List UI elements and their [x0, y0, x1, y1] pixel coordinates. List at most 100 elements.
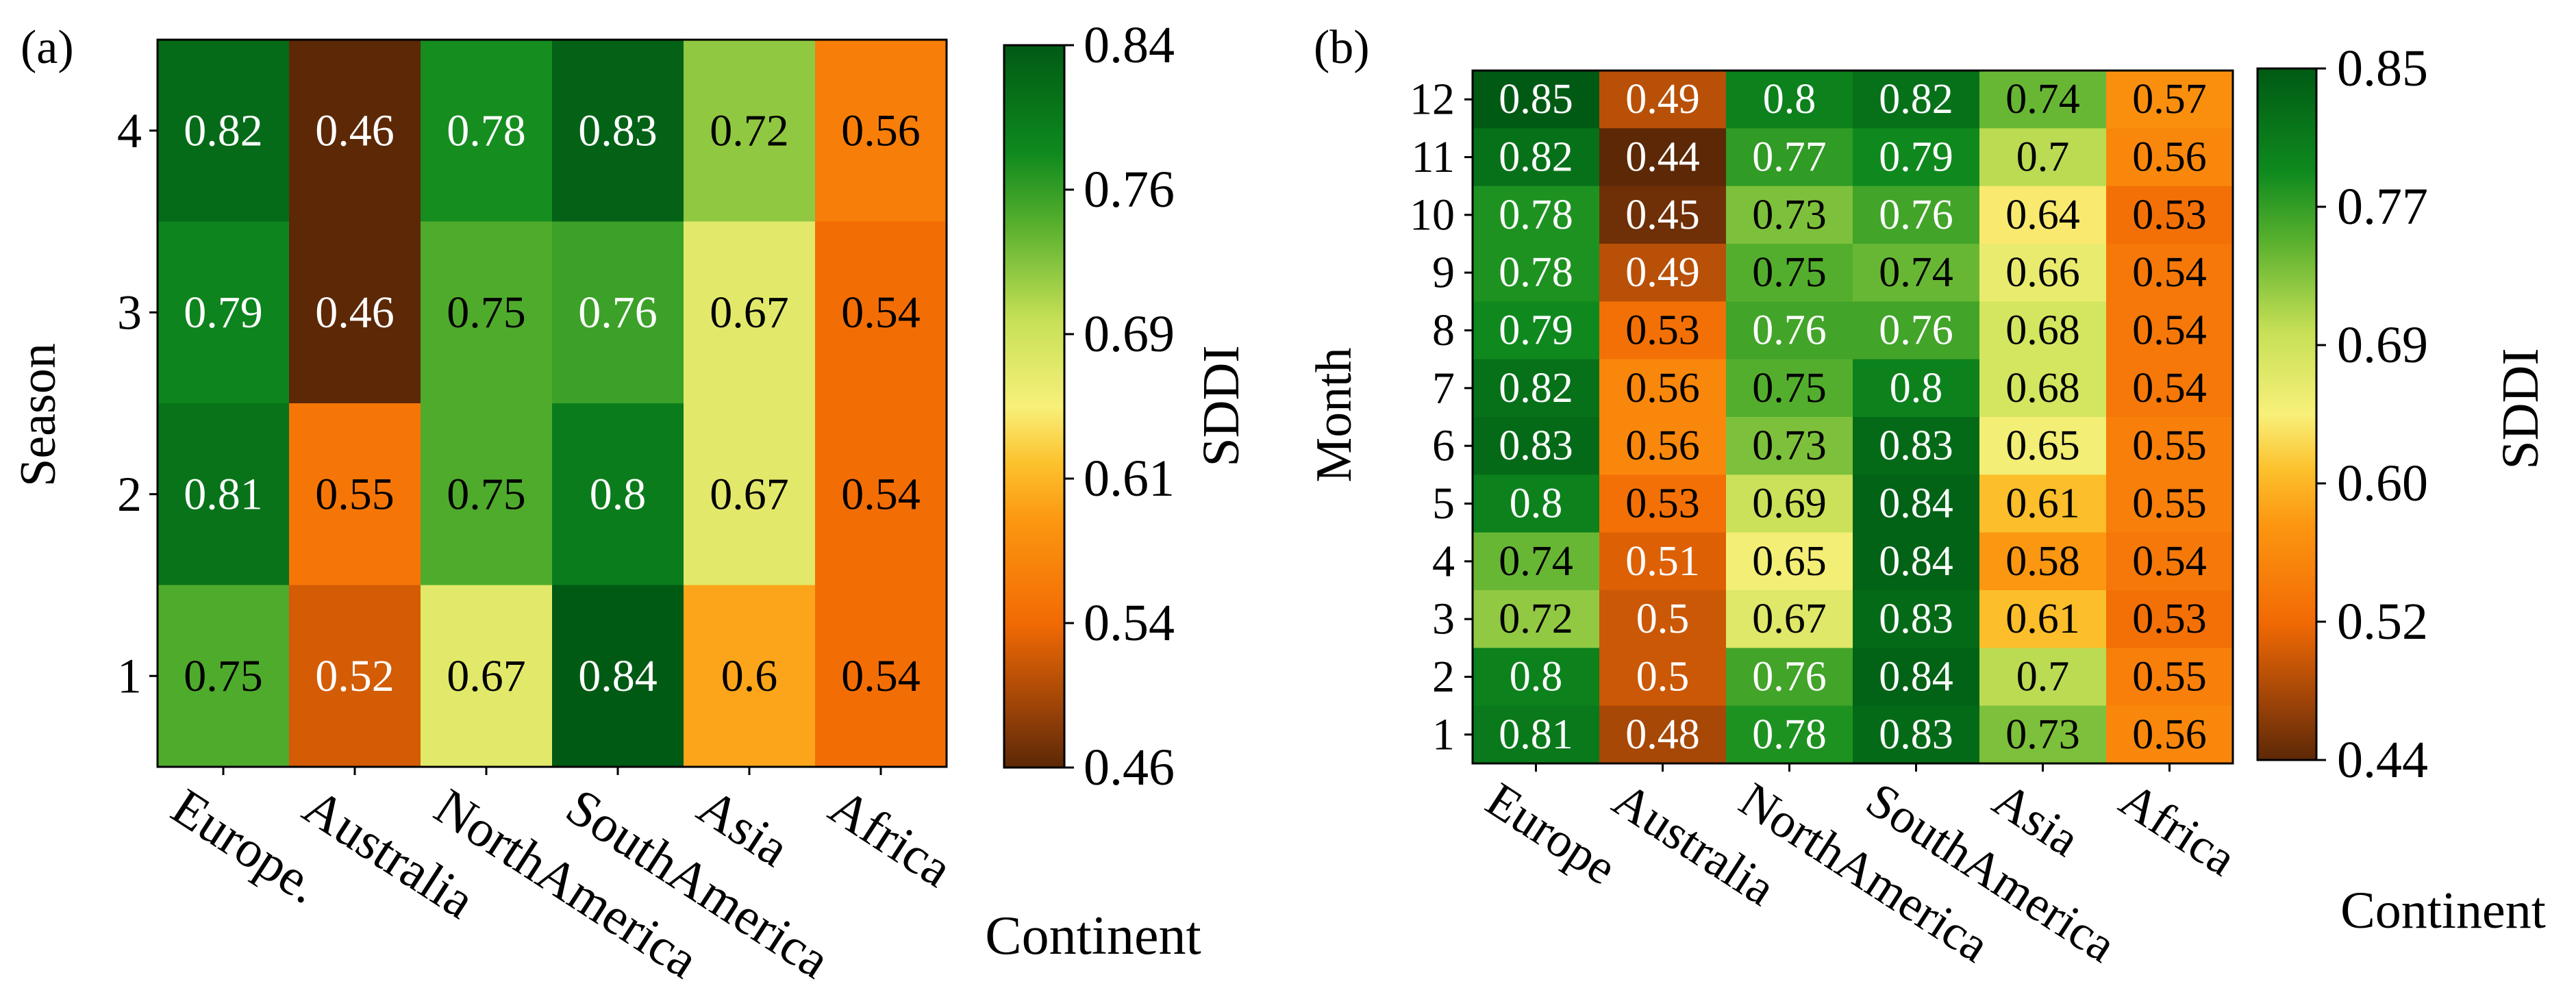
cell-value-label: 0.78 — [1499, 249, 1573, 296]
colorbar-tick-label: 0.69 — [1084, 305, 1175, 363]
cell-value-label: 0.46 — [315, 105, 395, 155]
cell-value-label: 0.68 — [2005, 365, 2080, 411]
heatmap-cell — [1726, 474, 1853, 533]
colorbar-tick-label: 0.85 — [2337, 40, 2428, 97]
cell-value-label: 0.61 — [2005, 481, 2080, 527]
cell-value-label: 0.82 — [184, 105, 263, 155]
heatmap-cell — [1599, 359, 1727, 418]
cell-value-label: 0.53 — [2132, 192, 2207, 238]
cell-value-label: 0.75 — [1752, 249, 1827, 296]
heatmap-cell — [1726, 71, 1853, 129]
colorbar-tick-label: 0.46 — [1084, 739, 1175, 796]
cell-value-label: 0.48 — [1625, 711, 1700, 758]
heatmap-cell — [1979, 474, 2107, 533]
cell-value-label: 0.54 — [841, 469, 921, 519]
heatmap-cell — [1726, 648, 1853, 707]
heatmap-cell — [1599, 128, 1727, 187]
heatmap-cell — [1853, 532, 1980, 591]
y-tick-label: 4 — [117, 103, 142, 158]
y-tick-label: 11 — [1411, 132, 1455, 182]
cell-value-label: 0.55 — [2132, 422, 2207, 469]
cell-value-label: 0.76 — [1879, 192, 1953, 238]
panel-a-frame — [156, 38, 948, 768]
cell-value-label: 0.85 — [1499, 76, 1573, 123]
cell-value-label: 0.73 — [2005, 711, 2080, 758]
heatmap-cell — [1853, 705, 1980, 764]
heatmap-cell — [2106, 532, 2234, 591]
cell-value-label: 0.84 — [578, 651, 658, 701]
panel-a-colorbar — [1003, 44, 1066, 769]
cell-value-label: 0.7 — [2016, 134, 2070, 181]
cell-value-label: 0.83 — [1879, 711, 1953, 758]
heatmap-cell — [815, 221, 947, 404]
cell-value-label: 0.64 — [2005, 192, 2080, 238]
cell-value-label: 0.55 — [2132, 481, 2207, 527]
cell-value-label: 0.82 — [1499, 365, 1573, 411]
cell-value-label: 0.76 — [1879, 307, 1953, 354]
heatmap-cell — [1979, 244, 2107, 302]
heatmap-cell — [815, 403, 947, 586]
cell-value-label: 0.83 — [1879, 422, 1953, 469]
cell-value-label: 0.45 — [1625, 192, 1700, 238]
cell-value-label: 0.58 — [2005, 538, 2080, 585]
heatmap-cell — [2106, 474, 2234, 533]
x-tick-label: Europe. — [162, 778, 330, 915]
heatmap-cell — [421, 403, 553, 586]
heatmap-cell — [1599, 705, 1727, 764]
panel-b-heatmap: (b) Month Continent 0.85 0.49 0.8 0.82 0.74 0… — [1306, 21, 2549, 973]
colorbar-tick-label: 0.84 — [1084, 16, 1175, 74]
y-tick-label: 2 — [1432, 652, 1455, 702]
heatmap-cell — [1979, 532, 2107, 591]
cell-value-label: 0.83 — [1879, 596, 1953, 642]
panel-b-label: (b) — [1314, 21, 1370, 74]
heatmap-cell — [2106, 71, 2234, 129]
cell-value-label: 0.75 — [447, 288, 526, 338]
heatmap-cell — [421, 585, 553, 768]
cell-value-label: 0.8 — [1510, 654, 1563, 700]
cell-value-label: 0.55 — [315, 469, 395, 519]
heatmap-cell — [2106, 590, 2234, 648]
y-tick-label: 3 — [1432, 594, 1455, 644]
cell-value-label: 0.72 — [1499, 596, 1573, 642]
panel-a-colorbar-ticks: 0.84 0.76 0.69 0.61 0.54 0.46 — [1064, 16, 1175, 796]
cell-value-label: 0.49 — [1625, 76, 1700, 123]
cell-value-label: 0.84 — [1879, 654, 1953, 700]
heatmap-cell — [158, 40, 290, 223]
heatmap-cell — [1599, 474, 1727, 533]
heatmap-cell — [1853, 71, 1980, 129]
cell-value-label: 0.56 — [1625, 365, 1700, 411]
heatmap-cell — [552, 585, 684, 768]
cell-value-label: 0.56 — [2132, 134, 2207, 181]
cell-value-label: 0.69 — [1752, 481, 1827, 527]
heatmap-cell — [552, 221, 684, 404]
cell-value-label: 0.65 — [1752, 538, 1827, 585]
cell-value-label: 0.83 — [578, 105, 658, 155]
heatmap-cell — [1979, 186, 2107, 244]
y-tick-label: 3 — [117, 285, 142, 340]
y-tick-label: 6 — [1432, 421, 1455, 471]
cell-value-label: 0.66 — [2005, 249, 2080, 296]
heatmap-cell — [2106, 186, 2234, 244]
cell-value-label: 0.76 — [578, 288, 658, 338]
y-tick-label: 7 — [1432, 363, 1455, 413]
cell-value-label: 0.56 — [1625, 422, 1700, 469]
panel-b-x-axis-title: Continent — [2340, 882, 2546, 939]
heatmap-cell — [1473, 474, 1600, 533]
cell-value-label: 0.52 — [315, 651, 395, 701]
heatmap-cell — [1853, 417, 1980, 475]
heatmap-cell — [289, 585, 421, 768]
heatmap-cell — [1979, 648, 2107, 707]
x-tick-label: Europe — [1477, 772, 1626, 895]
heatmap-cell — [684, 585, 816, 768]
cell-value-label: 0.79 — [1879, 134, 1953, 181]
y-tick-label: 2 — [117, 467, 142, 522]
cell-value-label: 0.75 — [184, 651, 263, 701]
cell-value-label: 0.81 — [1499, 711, 1573, 758]
heatmap-cell — [1853, 590, 1980, 648]
heatmap-cell — [1599, 590, 1727, 648]
cell-value-label: 0.54 — [2132, 538, 2207, 585]
panel-b-colorbar — [2256, 67, 2318, 761]
x-tick-label: Africa — [2110, 772, 2246, 886]
y-tick-label: 10 — [1410, 190, 1455, 240]
cell-value-label: 0.67 — [710, 288, 789, 338]
